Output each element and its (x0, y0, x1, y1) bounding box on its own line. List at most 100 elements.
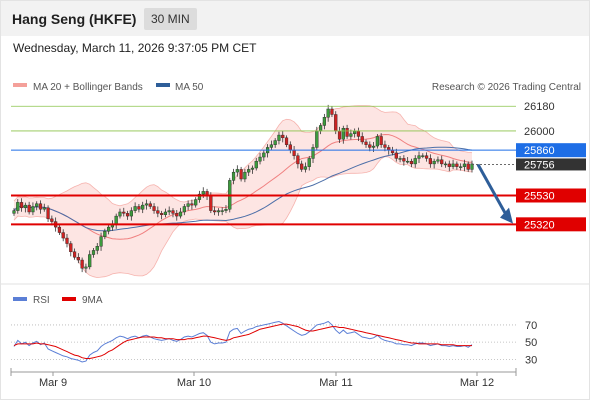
candle-body (216, 210, 220, 213)
candle-body (129, 210, 133, 217)
candle-body (371, 145, 376, 148)
candle-body (99, 236, 103, 247)
x-tick-label: Mar 9 (39, 377, 67, 389)
candle-body (455, 163, 459, 167)
candle-body (133, 206, 137, 211)
candle-body (50, 218, 54, 222)
candle-body (417, 155, 421, 159)
candle-body (35, 203, 39, 207)
candle-body (27, 204, 31, 213)
candle-body (462, 163, 467, 167)
candle-body (318, 125, 323, 132)
candle-body (42, 207, 46, 210)
candle-body (84, 266, 88, 269)
x-axis: Mar 9 Mar 10 Mar 11 Mar 12 (10, 368, 517, 389)
candle-body (413, 158, 417, 165)
candle-body (194, 199, 198, 206)
candle-body (443, 163, 448, 166)
support-label-box (516, 188, 586, 203)
pivot-label-box (516, 143, 586, 158)
last-price-box (516, 158, 586, 171)
legend-label-rsi: RSI (33, 295, 50, 306)
candle-body (296, 155, 300, 165)
trend-arrow-head (500, 207, 513, 224)
candle-body (118, 211, 122, 217)
candle-body (65, 237, 69, 244)
candle-body (330, 108, 334, 115)
candle-body (209, 195, 213, 211)
candle-body (171, 210, 175, 214)
candle-body (72, 251, 77, 258)
candle-body (447, 163, 451, 167)
candle-body (80, 259, 84, 269)
candle-body (235, 169, 239, 173)
candle-body (360, 136, 364, 143)
candle-body (103, 230, 107, 237)
candle-body (424, 155, 429, 159)
candle-body (368, 144, 372, 148)
candle-body (269, 144, 273, 148)
candle-body (125, 213, 130, 217)
candle-body (436, 159, 440, 162)
candle-body (152, 206, 156, 211)
candle-body (307, 158, 311, 167)
candle-body (61, 232, 65, 239)
bollinger-lower-line (13, 156, 473, 279)
candle-body (148, 203, 152, 207)
candle-body (197, 193, 202, 200)
candle-body (258, 156, 262, 162)
support-label: 25530 (524, 190, 555, 202)
pivot-label: 25860 (524, 145, 555, 157)
candle-body (398, 158, 402, 160)
candle-body (288, 144, 292, 151)
bollinger-band-area (14, 105, 472, 278)
candle-body (394, 152, 398, 159)
candle-body (284, 137, 289, 145)
candle-body (190, 203, 194, 206)
candle-body (69, 243, 73, 252)
timeframe-button[interactable]: 30 MIN (144, 8, 197, 30)
candle-body (186, 203, 190, 207)
resistance-label: 26180 (524, 101, 555, 113)
support-label: 25320 (524, 219, 555, 231)
candle-body (406, 160, 410, 163)
candle-body (349, 133, 353, 137)
trend-arrow-shaft (476, 163, 508, 216)
candle-body (345, 128, 349, 137)
rsi-tick-label: 30 (525, 354, 537, 366)
candle-body (19, 202, 24, 209)
candle-body (247, 169, 251, 173)
resistance-label: 26000 (524, 126, 555, 138)
candle-body (262, 152, 266, 158)
chart-datetime: Wednesday, March 11, 2026 9:37:05 PM CET (13, 41, 257, 55)
candle-body (432, 160, 436, 165)
candle-body (23, 204, 27, 209)
candle-body (224, 209, 228, 211)
chart-credit: Research © 2026 Trading Central (432, 82, 581, 93)
candle-body (375, 136, 379, 147)
candle-body (182, 206, 186, 213)
legend-swatch-rsi (13, 297, 27, 301)
candle-body (175, 213, 179, 217)
candle-body (122, 211, 126, 214)
legend-label-ma50: MA 50 (175, 82, 204, 93)
candle-body (440, 159, 444, 165)
candle-body (466, 163, 470, 170)
bollinger-upper-line (13, 105, 473, 207)
candle-body (141, 204, 145, 210)
candle-body (402, 158, 406, 162)
candle-body (292, 149, 296, 156)
candle-body (220, 210, 224, 212)
candle-body (12, 210, 16, 214)
x-tick-label: Mar 11 (319, 377, 352, 389)
candle-body (239, 169, 243, 180)
legend-label-bollinger: MA 20 + Bollinger Bands (33, 82, 143, 93)
candle-body (107, 226, 111, 232)
candle-body (315, 130, 319, 148)
candle-body (156, 210, 160, 214)
candle-body (326, 108, 330, 118)
support-label-box (516, 217, 586, 232)
chart-header: Hang Seng (HKFE) 30 MIN (1, 1, 589, 36)
price-pane (12, 104, 474, 279)
